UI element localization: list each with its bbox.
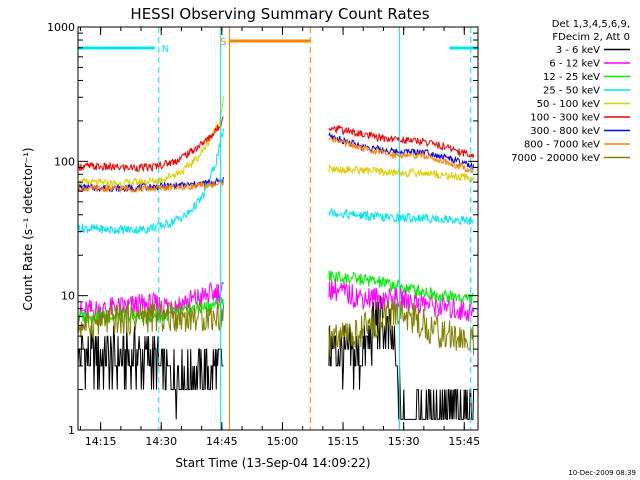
legend-label-25-50-kev: 25 - 50 keV — [543, 86, 600, 97]
series-line-25-50-kev — [77, 128, 474, 235]
legend-label-800-7000-kev: 800 - 7000 keV — [524, 140, 600, 151]
legend-label-6-12-kev: 6 - 12 keV — [549, 59, 600, 70]
plot-frame — [77, 26, 479, 431]
series-line-100-300-kev — [77, 116, 475, 173]
series-line-800-7000-kev — [77, 135, 474, 194]
x-tick-label: 15:45 — [448, 435, 480, 448]
y-axis-label: Count Rate (s⁻¹ detector⁻¹) — [21, 147, 35, 310]
legend-label-100-300-kev: 100 - 300 keV — [530, 113, 600, 124]
y-tick-label: 1 — [68, 424, 75, 437]
x-tick-label: 14:45 — [206, 435, 238, 448]
generation-timestamp: 10-Dec-2009 08:39 — [568, 469, 636, 477]
saa-marker-label: S — [220, 37, 226, 48]
x-tick-label: 15:15 — [327, 435, 359, 448]
x-tick-label: 15:00 — [267, 435, 299, 448]
series-line-7000-20000-kev — [77, 300, 475, 358]
x-tick-label: 15:30 — [388, 435, 420, 448]
legend-label-7000-20000-kev: 7000 - 20000 keV — [511, 153, 600, 164]
chart-title: HESSI Observing Summary Count Rates — [130, 5, 429, 23]
y-tick-label: 1000 — [47, 21, 75, 34]
legend-header-line-1: Det 1,3,4,5,6,9, — [552, 19, 630, 30]
y-tick-label: 10 — [61, 290, 75, 303]
series-line-50-100-kev — [77, 96, 475, 190]
y-tick-label: 100 — [54, 155, 75, 168]
legend-header-line-2: FDecim 2, Att 0 — [552, 32, 630, 43]
legend-label-3-6-kev: 3 - 6 keV — [556, 45, 600, 56]
legend-label-50-100-kev: 50 - 100 keV — [537, 99, 601, 110]
x-axis-label: Start Time (13-Sep-04 14:09:22) — [175, 456, 370, 470]
x-tick-label: 14:30 — [145, 435, 177, 448]
legend: Det 1,3,4,5,6,9, FDecim 2, Att 0 3 - 6 k… — [511, 19, 630, 164]
plot-area: N S 1 10 100 1000 14:15 14:30 14:45 15:00 15:15 15… — [47, 21, 480, 448]
night-marker-label: N — [162, 44, 169, 55]
x-tick-label: 14:15 — [85, 435, 117, 448]
legend-label-300-800-kev: 300 - 800 keV — [530, 126, 600, 137]
legend-label-12-25-kev: 12 - 25 keV — [543, 72, 600, 83]
series-line-300-800-kev — [77, 131, 475, 193]
